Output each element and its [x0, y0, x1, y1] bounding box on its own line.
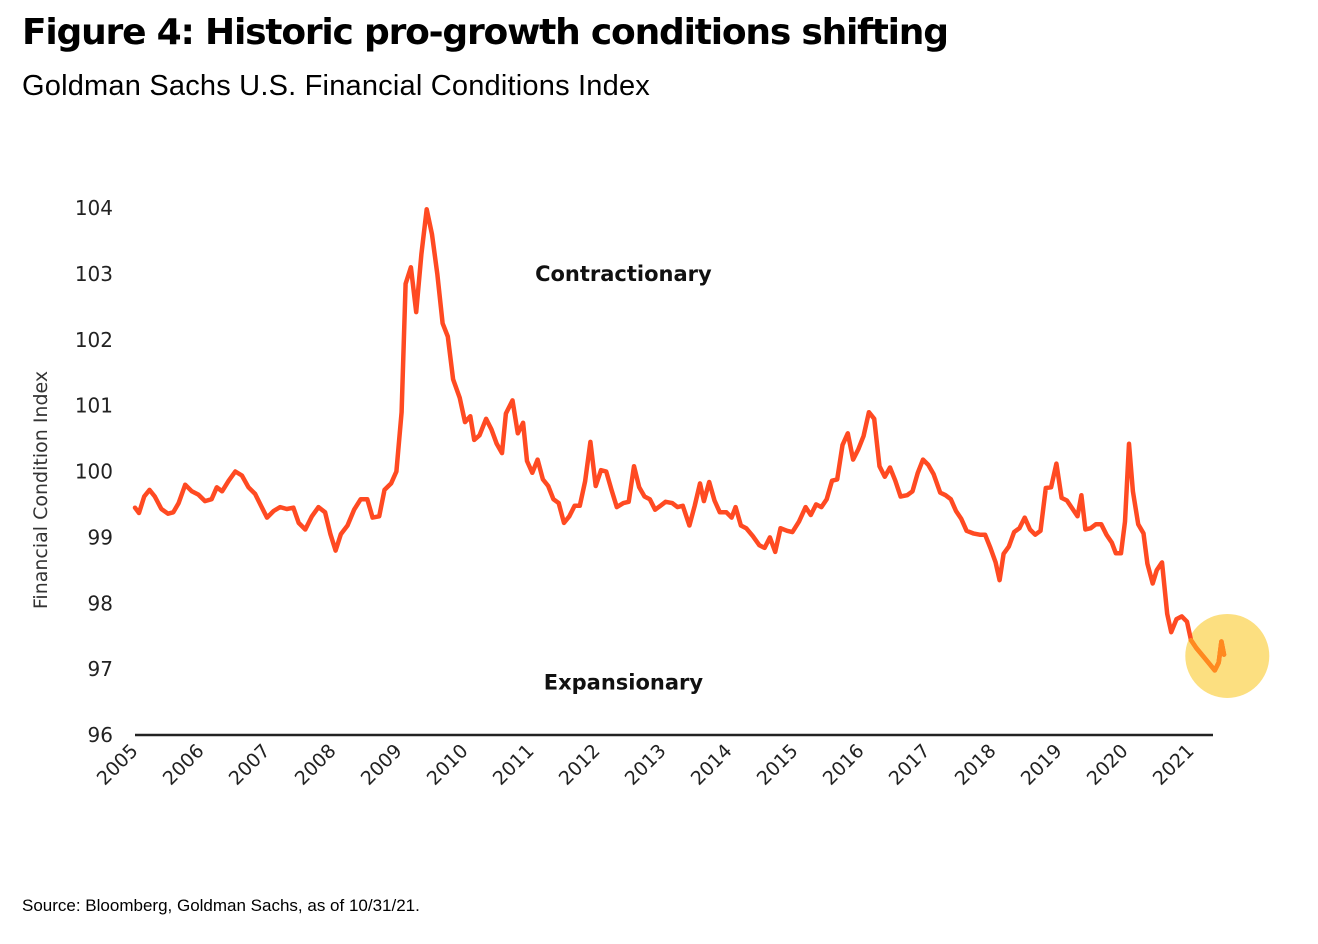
- y-tick-label: 101: [75, 394, 113, 418]
- x-tick-label: 2006: [159, 740, 209, 790]
- x-tick-label: 2011: [489, 740, 539, 790]
- series-line-highlighted-segment: [1188, 637, 1227, 673]
- source-note: Source: Bloomberg, Goldman Sachs, as of …: [22, 896, 420, 915]
- y-tick-label: 100: [75, 460, 113, 484]
- x-tick-label: 2005: [93, 740, 143, 790]
- series-layer: [132, 207, 1227, 673]
- figure-subtitle: Goldman Sachs U.S. Financial Conditions …: [22, 70, 650, 102]
- x-tick-label: 2018: [951, 740, 1001, 790]
- x-tick-label: 2008: [291, 740, 341, 790]
- x-tick-label: 2021: [1149, 740, 1199, 790]
- x-tick-label: 2016: [819, 740, 869, 790]
- y-axis-ticks: 104 103 102 101 100 99 98 97 96: [75, 196, 113, 747]
- x-tick-label: 2012: [555, 740, 605, 790]
- y-tick-label: 103: [75, 262, 113, 286]
- x-tick-label: 2015: [753, 740, 803, 790]
- y-tick-label: 102: [75, 328, 113, 352]
- x-tick-label: 2013: [621, 740, 671, 790]
- line-chart: 104 103 102 101 100 99 98 97 96 Financial Condit…: [30, 196, 1270, 790]
- x-tick-label: 2019: [1017, 740, 1067, 790]
- x-tick-label: 2017: [885, 740, 935, 790]
- y-axis-label: Financial Condition Index: [30, 371, 52, 609]
- x-tick-label: 2009: [357, 740, 407, 790]
- x-tick-label: 2020: [1083, 740, 1133, 790]
- y-tick-label: 98: [88, 591, 113, 615]
- highlight-circle: [1185, 613, 1270, 698]
- y-tick-label: 97: [88, 657, 113, 681]
- series-line: [132, 207, 1227, 673]
- annotation-expansionary: Expansionary: [544, 670, 704, 694]
- x-tick-label: 2010: [423, 740, 473, 790]
- y-tick-label: 99: [88, 525, 113, 549]
- y-tick-label: 96: [88, 723, 113, 747]
- x-tick-label: 2014: [687, 740, 737, 790]
- x-tick-label: 2007: [225, 740, 275, 790]
- annotation-contractionary: Contractionary: [535, 262, 712, 286]
- x-axis-ticks: 2005 2006 2007 2008 2009 2010 2011 2012 2013 2014…: [93, 740, 1199, 790]
- y-tick-label: 104: [75, 196, 113, 220]
- figure-title: Figure 4: Historic pro-growth conditions…: [22, 12, 949, 53]
- highlight-layer: [1185, 613, 1270, 698]
